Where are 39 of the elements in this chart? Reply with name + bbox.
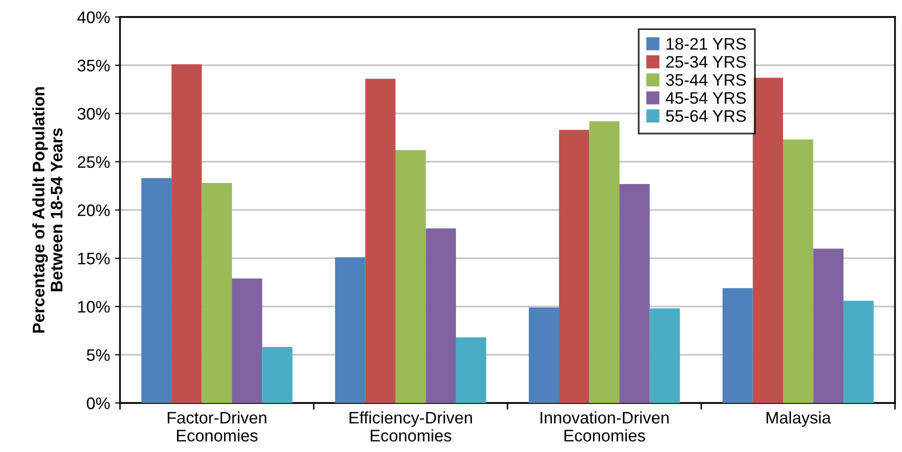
legend-label: 55-64 YRS (666, 110, 746, 122)
bar (426, 228, 456, 403)
bar (589, 121, 620, 403)
y-tick-label: 5% (86, 349, 110, 361)
x-tick-label: Malaysia (766, 411, 832, 427)
y-tick-label: 40% (77, 11, 110, 24)
bar (396, 150, 426, 403)
bar (528, 307, 560, 403)
legend-label: 25-34 YRS (666, 56, 746, 68)
x-tick-label: Factor-Driven Economies (168, 411, 266, 442)
bar (722, 288, 753, 403)
y-tick-label: 25% (78, 156, 110, 168)
bar (783, 140, 814, 403)
y-tick-label: 20% (78, 204, 110, 216)
bar (365, 78, 396, 403)
bar (172, 64, 202, 403)
bar (456, 337, 486, 403)
legend-label: 45-54 YRS (666, 92, 746, 104)
bar (843, 300, 874, 403)
x-tick-label: Efficiency-Driven Economies (350, 411, 472, 442)
bar (141, 178, 172, 403)
bar (619, 184, 650, 403)
bar (813, 248, 844, 403)
bar (262, 347, 292, 403)
x-tick-label: Innovation-Driven Economies (540, 411, 669, 442)
legend-label: 18-21 YRS (666, 38, 746, 50)
bar (650, 308, 680, 403)
legend-label: 35-44 YRS (666, 74, 746, 86)
y-axis-title: Percentage of Adult Population Between 18-54 Years (32, 87, 63, 333)
bar (559, 130, 590, 403)
y-tick-label: 30% (78, 108, 110, 120)
bar (752, 78, 784, 403)
y-tick-label: 0% (86, 397, 110, 410)
y-tick-label: 10% (78, 300, 110, 313)
bar (202, 182, 232, 403)
bar (232, 278, 262, 403)
y-tick-label: 15% (78, 252, 110, 264)
y-tick-label: 35% (78, 60, 110, 72)
bar (335, 257, 366, 403)
